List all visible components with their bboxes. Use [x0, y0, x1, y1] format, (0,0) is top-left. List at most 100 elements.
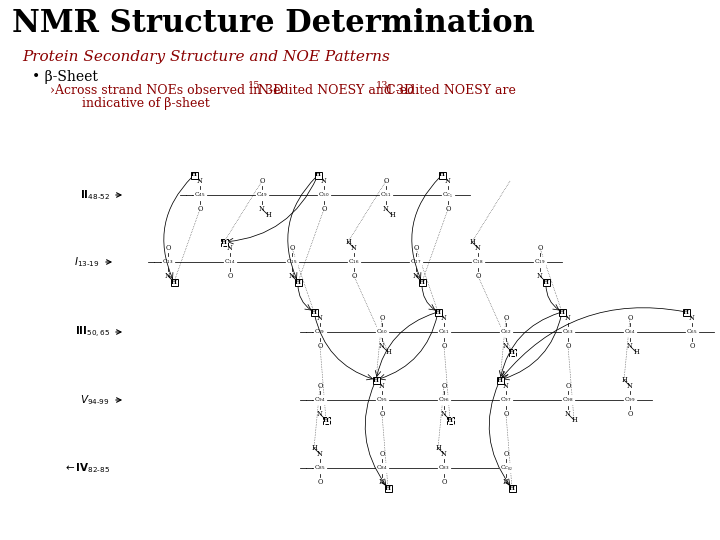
Bar	[315, 172, 322, 179]
Text: C$_{64}$: C$_{64}$	[624, 328, 636, 336]
Text: C$_{51}$: C$_{51}$	[380, 191, 392, 199]
Text: O: O	[289, 244, 294, 252]
Text: N: N	[317, 314, 323, 322]
Text: C$_{98}$: C$_{98}$	[562, 395, 574, 404]
Text: N: N	[259, 205, 265, 213]
Text: C$_{18}$: C$_{18}$	[472, 258, 484, 266]
Text: H: H	[171, 280, 177, 285]
Text: C$_{83}$: C$_{83}$	[438, 463, 450, 472]
Text: C$_{49}$: C$_{49}$	[256, 191, 268, 199]
Bar	[384, 484, 392, 491]
Text: C$_{97}$: C$_{97}$	[500, 395, 512, 404]
Text: H: H	[469, 238, 475, 246]
Text: N: N	[475, 244, 481, 252]
Text: O: O	[318, 478, 323, 486]
Text: C$_{85}$: C$_{85}$	[314, 463, 325, 472]
Text: C$_{84}$: C$_{84}$	[377, 463, 388, 472]
Text: H: H	[345, 238, 351, 246]
Text: N: N	[537, 272, 543, 280]
Text: O: O	[503, 450, 509, 458]
Text: N: N	[379, 478, 385, 486]
Text: N: N	[351, 244, 357, 252]
Text: O: O	[318, 342, 323, 350]
Text: $\leftarrow\mathbf{IV}_{82\text{-}85}$: $\leftarrow\mathbf{IV}_{82\text{-}85}$	[63, 461, 110, 475]
Text: H: H	[633, 348, 639, 356]
Text: N: N	[321, 177, 327, 185]
Text: O: O	[441, 342, 446, 350]
Text: O: O	[228, 272, 233, 280]
Text: O: O	[166, 244, 171, 252]
Text: C$_{60}$: C$_{60}$	[377, 328, 388, 336]
Text: H: H	[221, 240, 227, 245]
Text: C$_{16}$: C$_{16}$	[348, 258, 360, 266]
Text: C$_{17}$: C$_{17}$	[410, 258, 422, 266]
Text: C$_{14}$: C$_{14}$	[224, 258, 235, 266]
Text: H: H	[509, 349, 515, 354]
Text: 15: 15	[248, 81, 261, 90]
Text: O: O	[379, 450, 384, 458]
Text: N: N	[503, 342, 509, 350]
Text: O: O	[197, 205, 203, 213]
Bar	[191, 172, 197, 179]
Text: O: O	[321, 205, 327, 213]
Text: O: O	[441, 478, 446, 486]
Text: C$_{94}$: C$_{94}$	[314, 395, 325, 404]
Text: H: H	[191, 172, 197, 178]
Text: N: N	[227, 244, 233, 252]
Text: H: H	[373, 377, 379, 382]
Text: O: O	[445, 205, 451, 213]
Text: O: O	[475, 272, 481, 280]
Text: O: O	[503, 314, 509, 322]
Bar	[542, 279, 549, 286]
Text: N: N	[383, 205, 389, 213]
Bar	[372, 376, 379, 383]
Text: C$_{95}$: C$_{95}$	[377, 395, 388, 404]
Bar	[310, 308, 318, 315]
Text: O: O	[318, 382, 323, 390]
Text: H: H	[315, 172, 321, 178]
Text: H: H	[311, 444, 317, 452]
Text: C$_{62}$: C$_{62}$	[500, 328, 512, 336]
Bar	[434, 308, 441, 315]
Text: H: H	[439, 172, 445, 178]
Text: H: H	[295, 280, 301, 285]
Text: O: O	[383, 177, 389, 185]
Text: C$_{63}$: C$_{63}$	[562, 328, 574, 336]
Text: N: N	[503, 382, 509, 390]
Text: O: O	[503, 410, 509, 418]
Text: • β-Sheet: • β-Sheet	[32, 70, 98, 84]
Text: C$_{96}$: C$_{96}$	[438, 395, 450, 404]
Text: C$_{59}$: C$_{59}$	[315, 328, 325, 336]
Text: N: N	[197, 177, 203, 185]
Text: H: H	[389, 211, 395, 219]
Text: H: H	[435, 309, 441, 314]
Text: N: N	[565, 410, 571, 418]
Text: O: O	[627, 410, 633, 418]
Text: N: N	[445, 177, 451, 185]
Text: H: H	[543, 280, 549, 285]
Text: C$_{61}$: C$_{61}$	[438, 328, 450, 336]
Text: H: H	[323, 417, 329, 422]
Bar	[294, 279, 302, 286]
Bar	[220, 239, 228, 246]
Text: H: H	[497, 377, 503, 382]
Bar	[438, 172, 446, 179]
Bar	[559, 308, 565, 315]
Text: H: H	[509, 485, 515, 490]
Text: 13: 13	[376, 81, 389, 90]
Text: N: N	[441, 410, 447, 418]
Text: ›Across strand NOEs observed in 3D: ›Across strand NOEs observed in 3D	[50, 84, 287, 97]
Bar	[323, 416, 330, 423]
Text: O: O	[413, 244, 419, 252]
Text: indicative of β-sheet: indicative of β-sheet	[50, 97, 210, 110]
Bar	[508, 484, 516, 491]
Text: N: N	[413, 272, 419, 280]
Text: C$_{C_{82}}$: C$_{C_{82}}$	[500, 463, 513, 472]
Bar	[418, 279, 426, 286]
Text: N: N	[317, 450, 323, 458]
Text: H: H	[385, 485, 391, 490]
Text: C-edited NOESY are: C-edited NOESY are	[386, 84, 516, 97]
Bar	[508, 348, 516, 355]
Text: C$_{65}$: C$_{65}$	[686, 328, 698, 336]
Text: H: H	[621, 376, 627, 384]
